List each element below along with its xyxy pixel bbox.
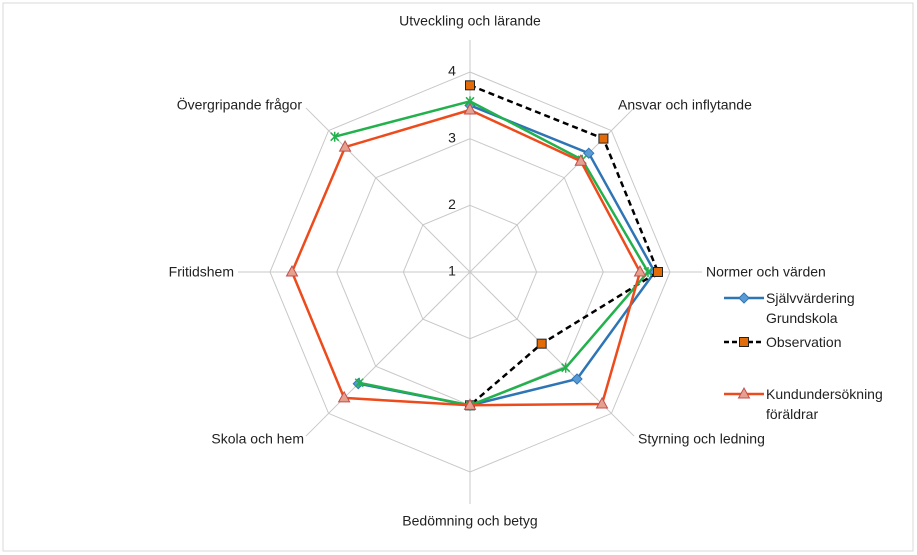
marker <box>536 338 547 349</box>
legend-icon <box>724 337 764 347</box>
marker <box>465 80 475 91</box>
legend-label: Kundundersökning föräldrar <box>766 386 883 422</box>
spoke <box>305 271 471 437</box>
tick-label: 4 <box>448 63 456 79</box>
marker <box>598 133 609 144</box>
marker <box>583 147 595 159</box>
marker <box>561 362 571 373</box>
tick-label: 1 <box>448 263 456 279</box>
marker <box>653 267 663 277</box>
marker <box>330 131 340 142</box>
closing-segment <box>334 100 471 138</box>
marker <box>285 264 299 277</box>
marker <box>463 102 477 115</box>
series-line <box>358 104 657 407</box>
marker <box>463 398 477 410</box>
legend-icon <box>724 292 764 304</box>
series-line <box>469 84 660 407</box>
axis-label: Utveckling och lärande <box>399 13 541 29</box>
series-line <box>290 108 642 407</box>
axis-label: Ansvar och inflytande <box>618 97 752 113</box>
tick-label: 3 <box>448 129 456 145</box>
marker <box>574 154 588 166</box>
legend-entry <box>722 358 912 380</box>
legend-label: Observation <box>766 334 842 350</box>
axis-label: Skola och hem <box>211 431 304 447</box>
axis-label: Normer och värden <box>706 264 826 280</box>
marker <box>337 390 351 403</box>
axis-label: Fritidshem <box>169 264 234 280</box>
legend-label: Självvärdering Grundskola <box>766 290 855 326</box>
closing-segment <box>344 108 471 149</box>
legend-icon <box>724 386 764 399</box>
legend-entry: Observation <box>722 332 912 354</box>
marker <box>595 396 609 409</box>
axis-label: Övergripande frågor <box>177 96 303 113</box>
legend: Självvärdering Grundskola Observation Kund… <box>722 288 912 428</box>
axis-label: Styrning och ledning <box>638 431 765 447</box>
marker <box>338 140 352 152</box>
marker <box>354 377 364 388</box>
spoke <box>469 271 635 437</box>
legend-entry: Självvärdering Grundskola <box>722 288 912 328</box>
marker <box>571 373 583 385</box>
tick-label: 2 <box>448 196 456 212</box>
marker <box>738 292 750 304</box>
marker <box>633 264 647 277</box>
marker <box>739 337 749 347</box>
axis-label: Bedömning och betyg <box>402 513 537 529</box>
marker <box>737 386 751 399</box>
legend-entry: Kundundersökning föräldrar <box>722 384 912 424</box>
